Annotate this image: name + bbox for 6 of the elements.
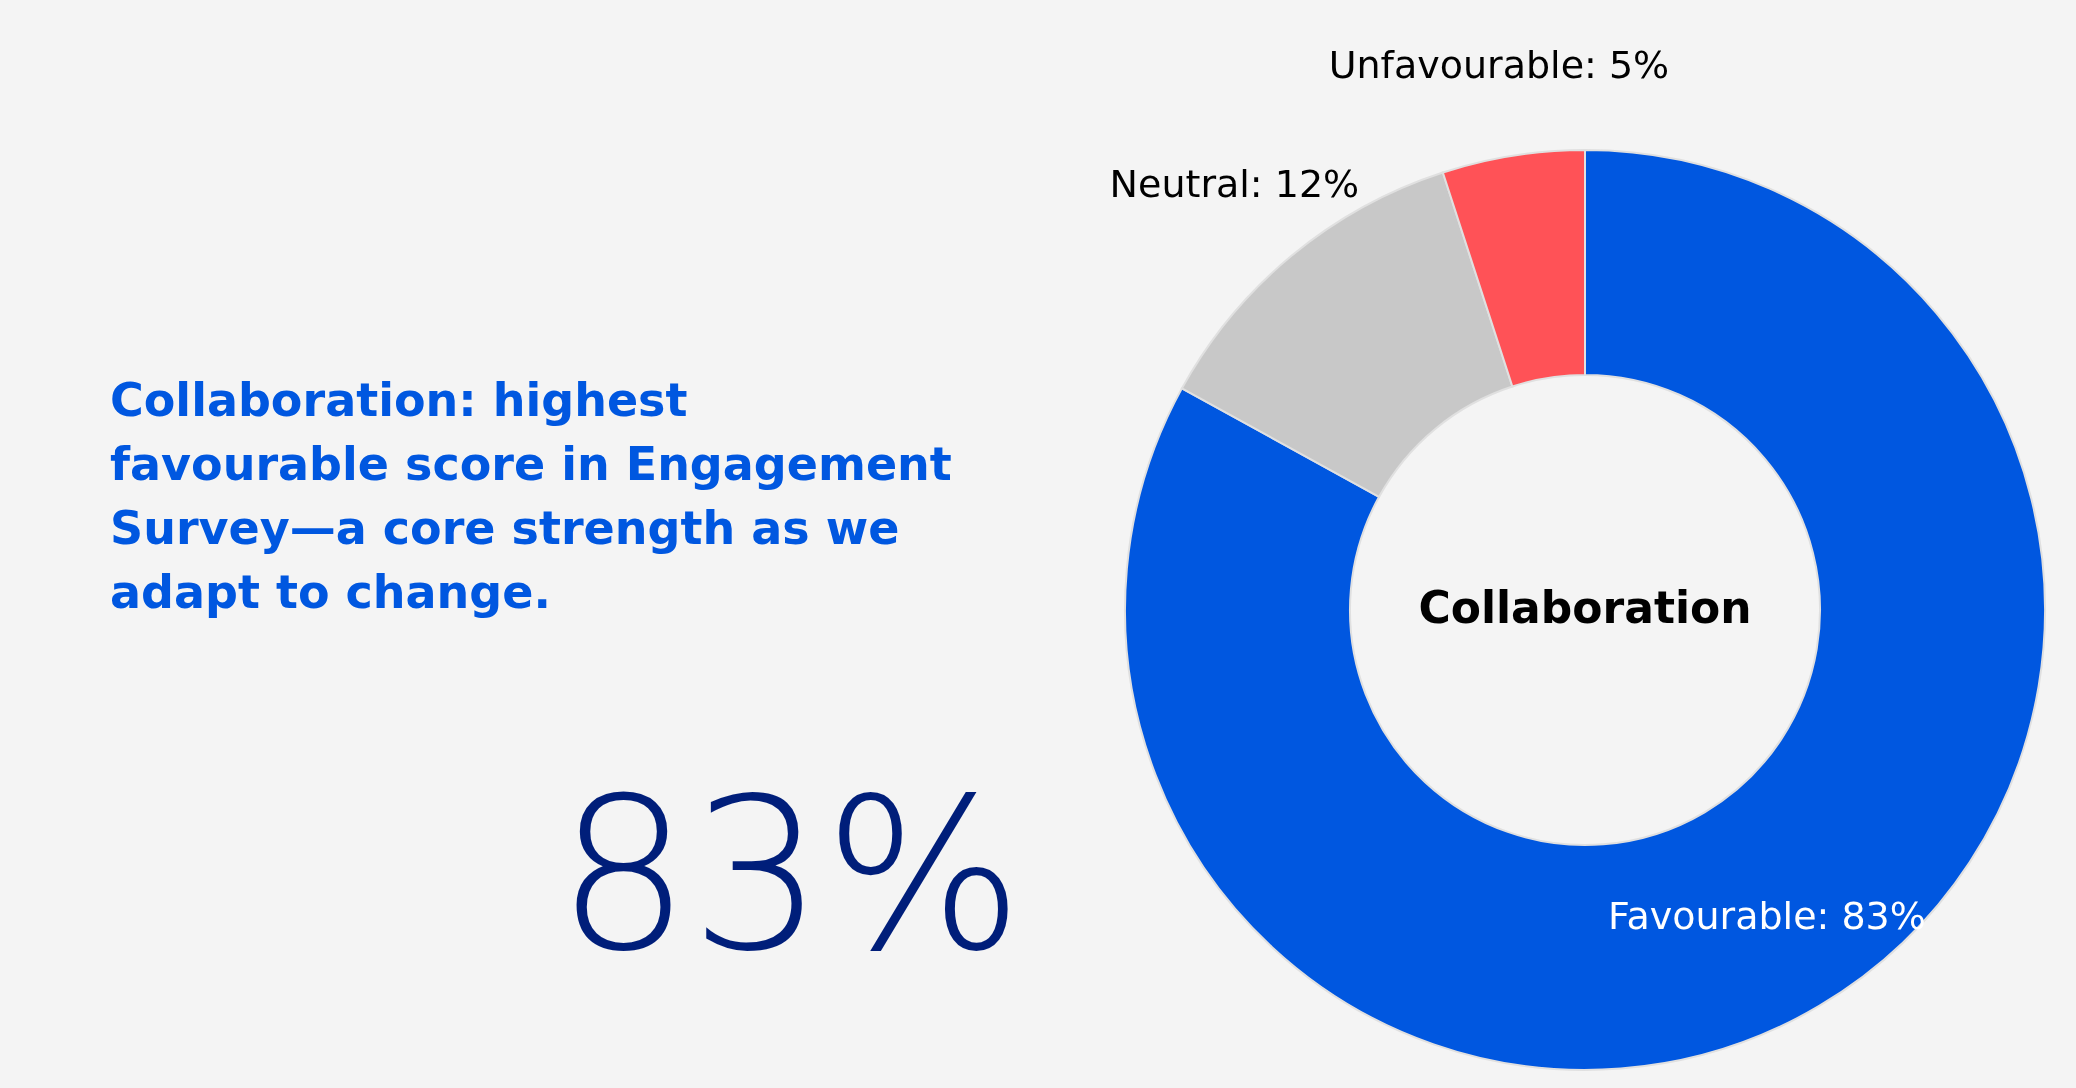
slice-label: Favourable: 83%	[1608, 893, 1926, 938]
text: Collaboration: highest favourable score in Engagement Survey—a core strength as we adapt to change.	[110, 373, 952, 619]
text: Collaboration	[1418, 582, 1752, 633]
slice-label: Neutral: 12%	[1109, 162, 1360, 207]
slice-label: Unfavourable: 5%	[1328, 42, 1670, 87]
data-label: 83%	[556, 753, 1024, 998]
